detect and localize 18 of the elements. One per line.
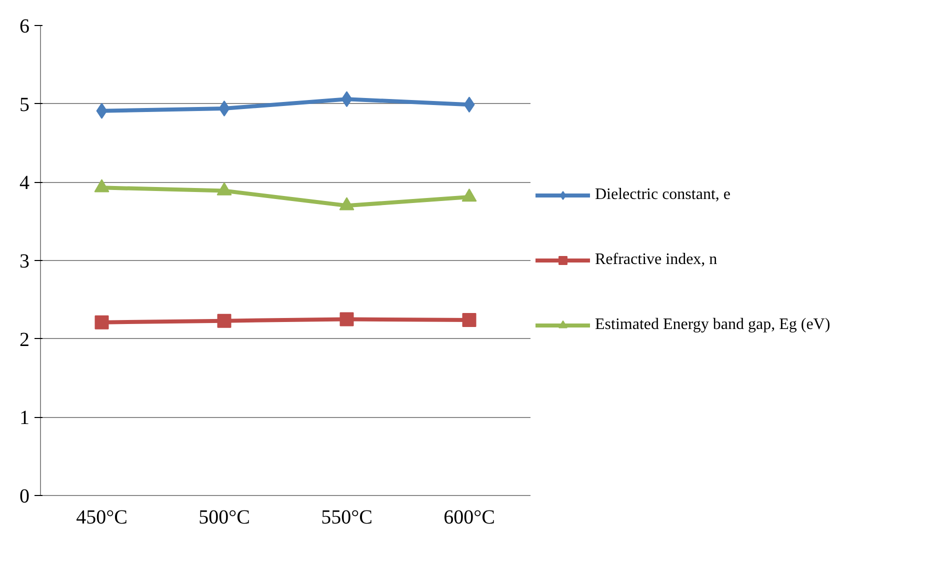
- x-tick-label: 550°C: [321, 506, 372, 528]
- y-tick-label: 2: [20, 328, 30, 351]
- point: [462, 313, 476, 328]
- x-tick-label: 500°C: [198, 506, 250, 528]
- y-tick-label: 3: [20, 250, 30, 272]
- x-tick-label: 450°C: [76, 506, 128, 528]
- point: [340, 312, 354, 326]
- y-tick-label: 6: [20, 16, 30, 38]
- y-tick-label: 0: [20, 486, 30, 508]
- y-tick-label: 4: [20, 172, 30, 194]
- x-tick-label: 600°C: [444, 506, 495, 528]
- legend-label: Dielectric constant, e: [595, 186, 730, 204]
- legend-label: Estimated Energy band gap, Eg (eV): [595, 316, 830, 334]
- y-tick-label: 1: [20, 407, 30, 430]
- legend-label: Refractive index, n: [595, 251, 718, 269]
- point: [94, 315, 109, 330]
- point: [217, 314, 232, 328]
- y-tick-label: 5: [20, 94, 30, 116]
